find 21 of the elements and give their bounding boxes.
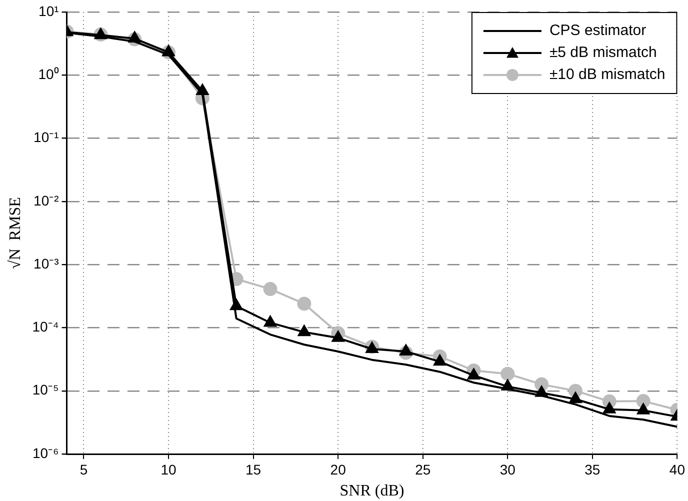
- x-tick-label: 5: [80, 461, 88, 478]
- y-tick-label: 10⁻³: [34, 255, 60, 272]
- x-tick-label: 20: [330, 461, 346, 478]
- legend-label: CPS estimator: [549, 22, 646, 40]
- x-axis-title: SNR (dB): [340, 482, 404, 500]
- x-tick-label: 15: [246, 461, 262, 478]
- y-tick-label: 10¹: [38, 2, 60, 19]
- y-tick-label: 10⁻⁶: [32, 444, 59, 461]
- y-tick-label: 10⁻²: [34, 192, 60, 208]
- legend-label: ±10 dB mismatch: [549, 66, 666, 84]
- x-tick-label: 10: [160, 461, 177, 478]
- y-tick-label: 10⁰: [38, 66, 59, 82]
- x-tick-label: 40: [669, 461, 686, 478]
- y-axis-title: √N RMSE: [6, 197, 24, 269]
- y-tick-label: 10⁻¹: [34, 129, 60, 146]
- y-tick-label: 10⁻⁵: [32, 382, 59, 398]
- x-tick-label: 35: [584, 461, 600, 478]
- legend-label: ±5 dB mismatch: [549, 44, 657, 62]
- x-tick-label: 30: [500, 461, 516, 478]
- x-tick-label: 25: [415, 461, 431, 478]
- y-tick-label: 10⁻⁴: [32, 318, 59, 335]
